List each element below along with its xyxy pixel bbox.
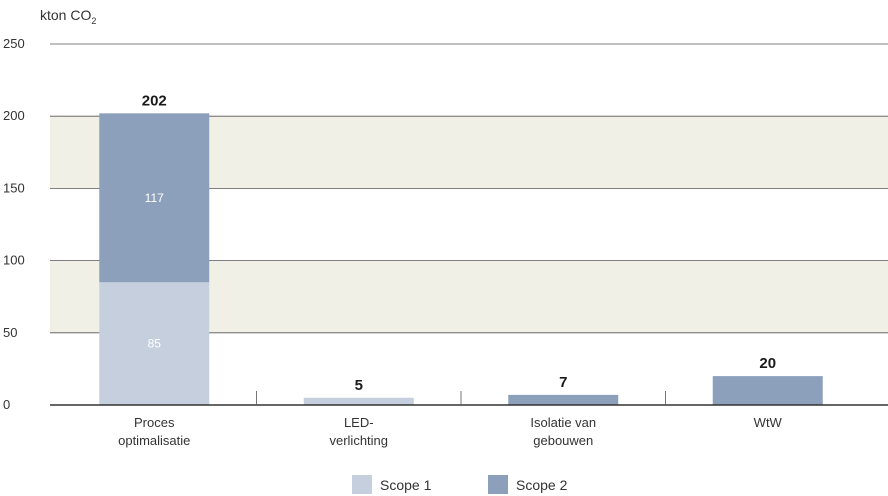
segment-label: 85 <box>148 337 162 351</box>
y-tick-label: 50 <box>3 325 17 340</box>
legend-label: Scope 2 <box>516 477 568 493</box>
category-label: optimalisatie <box>118 433 190 448</box>
y-tick-label: 0 <box>3 397 10 412</box>
y-unit-label: kton CO2 <box>40 7 96 26</box>
total-label: 202 <box>142 92 167 109</box>
bar-scope-2 <box>712 376 823 405</box>
category-label: Isolatie van <box>530 415 596 430</box>
bars: 85 117 202 5 7 20 <box>99 92 823 405</box>
legend-label: Scope 1 <box>380 477 432 493</box>
legend-swatch <box>352 475 372 494</box>
y-tick-label: 250 <box>3 36 25 51</box>
y-tick-label: 150 <box>3 180 25 195</box>
legend-swatch <box>488 475 508 494</box>
category-label: Proces <box>134 415 175 430</box>
y-tick-label: 200 <box>3 108 25 123</box>
segment-label: 117 <box>145 191 164 205</box>
bar-scope-2 <box>99 113 210 283</box>
legend: Scope 1 Scope 2 <box>352 475 568 494</box>
category-label: WtW <box>754 415 783 430</box>
total-label: 20 <box>759 355 776 372</box>
total-label: 7 <box>559 374 567 391</box>
bar-scope-1 <box>303 397 414 405</box>
category-label: verlichting <box>329 433 388 448</box>
unit-label: kton CO2 <box>40 7 96 26</box>
category-label: LED- <box>344 415 374 430</box>
bar-scope-1 <box>99 282 210 405</box>
y-tick-label: 100 <box>3 253 25 268</box>
total-label: 5 <box>355 377 363 394</box>
category-label: gebouwen <box>533 433 593 448</box>
y-axis-ticks: 0 50 100 150 200 250 <box>3 36 25 412</box>
bar-scope-2 <box>508 394 619 405</box>
x-axis: Proces optimalisatie LED-verlichting Isolat… <box>50 391 888 448</box>
